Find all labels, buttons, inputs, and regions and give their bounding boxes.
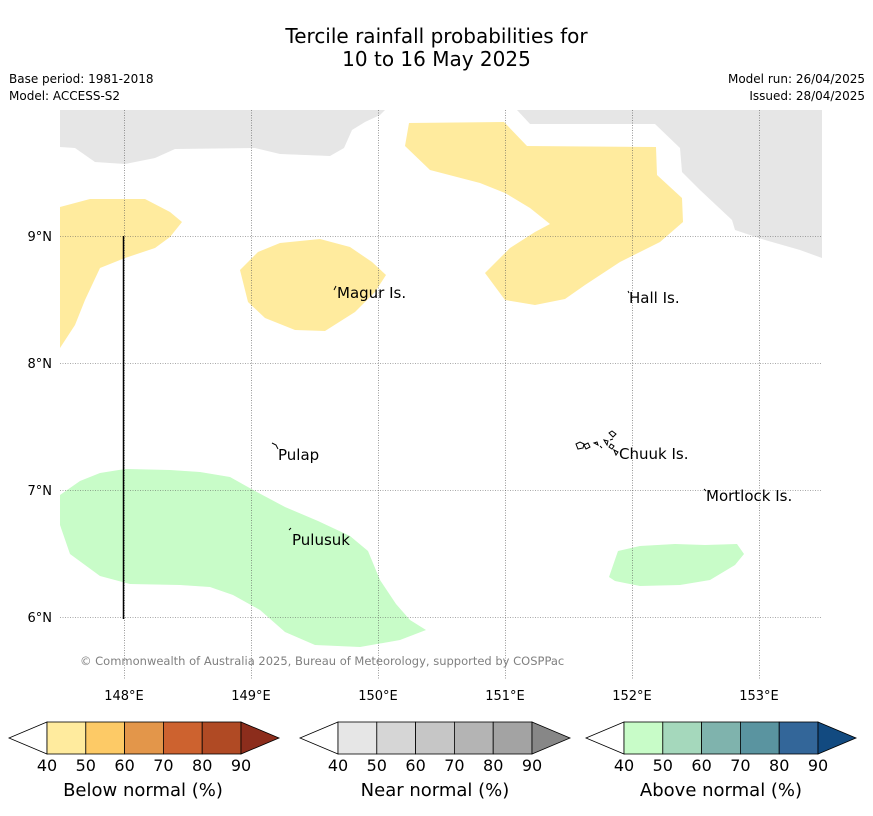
colorbar-segment xyxy=(124,721,164,755)
chuuk-lagoon-islands xyxy=(575,430,619,457)
colorbar-tick-label: 60 xyxy=(114,756,135,775)
lon-label-152e: 152°E xyxy=(612,689,652,704)
colorbar-segment xyxy=(453,721,494,755)
colorbar-tick-label: 90 xyxy=(230,756,252,775)
colorbar-tick-label: 40 xyxy=(613,756,635,775)
colorbar-extend-high xyxy=(817,721,858,755)
colorbar-tick-label: 80 xyxy=(769,756,790,775)
title-line1: Tercile rainfall probabilities for xyxy=(285,24,588,48)
place-label-pulusuk: Pulusuk xyxy=(292,531,350,549)
colorbar-tick-label: 60 xyxy=(405,756,426,775)
probability-shading xyxy=(60,110,822,647)
base-period: Base period: 1981-2018 xyxy=(9,72,154,86)
colorbar-segment xyxy=(337,721,378,755)
lat-label-6n: 6°N xyxy=(28,611,53,626)
colorbar-tick-label: 50 xyxy=(652,756,673,775)
title-line2: 10 to 16 May 2025 xyxy=(342,47,531,71)
lon-label-148e: 148°E xyxy=(104,689,144,704)
colorbar-tick-label: 70 xyxy=(153,756,174,775)
colorbar-tick-label: 70 xyxy=(730,756,751,775)
colorbar-tick-label: 50 xyxy=(366,756,387,775)
colorbar-label-near: Near normal (%) xyxy=(360,780,510,801)
colorbar-label-above: Above normal (%) xyxy=(639,780,803,801)
copyright-notice: © Commonwealth of Australia 2025, Bureau… xyxy=(80,654,564,668)
colorbar-tick-label: 60 xyxy=(691,756,712,775)
colorbar-segment xyxy=(46,721,87,755)
model-run: Model run: 26/04/2025 xyxy=(727,72,865,86)
colorbar-tick-label: 70 xyxy=(444,756,465,775)
hall-island-marker xyxy=(627,290,630,294)
colorbar-segment xyxy=(492,721,533,755)
colorbar-tick-label: 90 xyxy=(807,756,829,775)
place-label-magur: Magur Is. xyxy=(337,284,406,302)
colorbars xyxy=(7,721,858,755)
model-name: Model: ACCESS-S2 xyxy=(9,89,121,103)
island-markers xyxy=(271,285,707,531)
colorbar-segment xyxy=(201,721,242,755)
colorbar-segment xyxy=(376,721,416,755)
lat-label-9n: 9°N xyxy=(28,230,53,245)
colorbar-segment xyxy=(701,721,741,755)
lat-label-8n: 8°N xyxy=(28,357,53,372)
lon-label-150e: 150°E xyxy=(358,689,398,704)
above-normal-region-southwest xyxy=(60,469,426,647)
no-data-region-west xyxy=(60,110,385,164)
colorbar-extend-low xyxy=(7,721,48,755)
lon-label-153e: 153°E xyxy=(739,689,779,704)
colorbar-tick-label: 90 xyxy=(521,756,543,775)
no-data-region-east xyxy=(517,110,822,258)
lon-label-149e: 149°E xyxy=(231,689,271,704)
place-label-mortlock: Mortlock Is. xyxy=(706,487,792,505)
colorbar-segment xyxy=(662,721,702,755)
colorbar-segment xyxy=(778,721,819,755)
colorbar-segment xyxy=(162,721,203,755)
pulap-island-marker xyxy=(271,442,279,450)
place-label-chuuk: Chuuk Is. xyxy=(619,445,688,463)
below-normal-region-west xyxy=(60,199,182,348)
place-label-hall: Hall Is. xyxy=(629,289,680,307)
colorbar-segment xyxy=(85,721,126,755)
colorbar-tick-label: 80 xyxy=(192,756,213,775)
colorbar-segment xyxy=(415,721,455,755)
below-normal-region-north xyxy=(405,122,683,305)
place-label-pulap: Pulap xyxy=(278,446,319,464)
above-normal-region-east xyxy=(609,544,744,586)
lon-label-151e: 151°E xyxy=(485,689,525,704)
colorbar-below xyxy=(7,721,281,755)
below-normal-region-magur xyxy=(240,239,386,331)
colorbar-segment xyxy=(623,721,664,755)
colorbar-tick-label: 80 xyxy=(483,756,504,775)
magur-island-marker xyxy=(333,285,337,291)
colorbar-extend-high xyxy=(240,721,281,755)
colorbar-near xyxy=(298,721,572,755)
colorbar-extend-high xyxy=(531,721,572,755)
colorbar-label-below: Below normal (%) xyxy=(63,780,223,801)
colorbar-tick-label: 40 xyxy=(36,756,58,775)
colorbar-segment xyxy=(740,721,780,755)
mortlock-island-marker xyxy=(703,488,707,492)
colorbar-above xyxy=(584,721,858,755)
colorbar-tick-label: 50 xyxy=(75,756,96,775)
graticule xyxy=(60,110,822,680)
colorbar-tick-label: 40 xyxy=(327,756,349,775)
lat-label-7n: 7°N xyxy=(28,484,53,499)
pulusuk-island-marker xyxy=(288,527,292,531)
issued-date: Issued: 28/04/2025 xyxy=(749,89,865,103)
colorbar-extend-low xyxy=(584,721,625,755)
colorbar-extend-low xyxy=(298,721,339,755)
